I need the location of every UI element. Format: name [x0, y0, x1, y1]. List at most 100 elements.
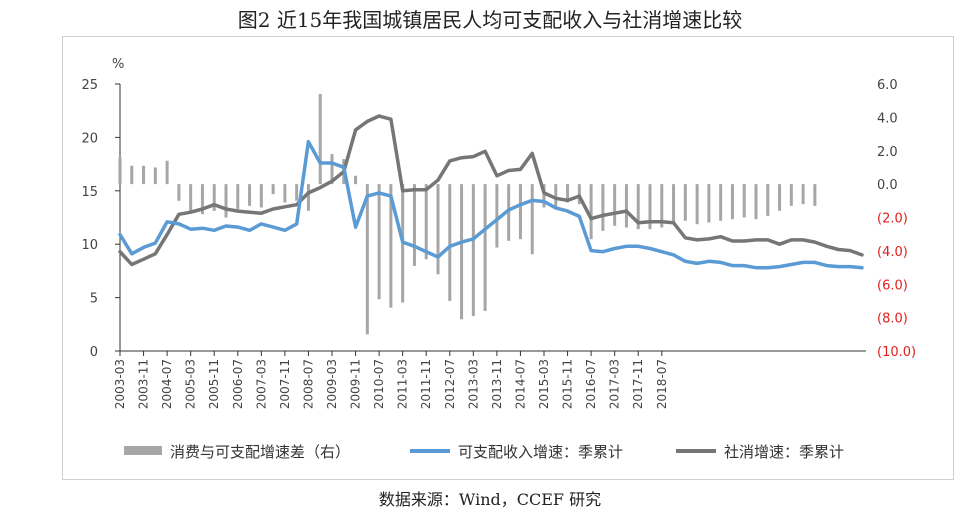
spread-bar	[577, 184, 581, 205]
x-axis-tick-label: 2017-03	[608, 359, 622, 409]
legend-retail-label: 社消增速：季累计	[724, 443, 844, 461]
spread-bar	[530, 184, 534, 255]
x-axis-tick-label: 2004-07	[160, 359, 174, 409]
spread-bar	[412, 184, 416, 266]
spread-bar	[778, 184, 782, 211]
spread-bar	[566, 184, 570, 203]
spread-bar	[518, 184, 522, 240]
spread-bar	[436, 184, 440, 275]
spread-bar	[648, 184, 652, 230]
left-axis-tick-label: 0	[90, 345, 98, 360]
spread-bar	[271, 184, 275, 195]
left-axis-unit: %	[112, 57, 124, 72]
left-axis-tick-label: 20	[81, 131, 98, 146]
retail-growth-line	[118, 114, 864, 267]
spread-bar	[495, 184, 499, 248]
spread-bar	[460, 184, 464, 320]
spread-bar	[377, 184, 381, 300]
spread-bar	[801, 184, 805, 205]
right-axis-tick-label: (4.0)	[877, 245, 908, 260]
right-axis-tick-label: 2.0	[877, 145, 898, 160]
x-axis-tick-label: 2003-11	[137, 359, 151, 409]
spread-bar	[754, 184, 758, 220]
right-axis-tick-label: (10.0)	[877, 345, 916, 360]
source-note: 数据来源：Wind，CCEF 研究	[378, 490, 602, 509]
x-axis-tick-label: 2015-11	[561, 359, 575, 409]
spread-bar	[613, 184, 617, 226]
spread-bar	[813, 184, 817, 206]
spread-bar	[742, 184, 746, 218]
x-axis-tick-label: 2017-11	[631, 359, 645, 409]
spread-bar	[730, 184, 734, 220]
right-axis-tick-label: (2.0)	[877, 212, 908, 227]
spread-bar	[683, 184, 687, 221]
right-axis-tick-label: 0.0	[877, 178, 898, 193]
legend-bar-label: 消费与可支配增速差（右）	[170, 443, 350, 461]
right-axis-tick-label: 4.0	[877, 111, 898, 126]
x-axis-tick-label: 2005-03	[184, 359, 198, 409]
spread-bar	[354, 175, 358, 185]
spread-bar	[624, 184, 628, 228]
spread-bar	[589, 184, 593, 240]
spread-bar	[719, 184, 723, 221]
spread-bar	[189, 184, 193, 211]
x-axis-tick-label: 2014-07	[513, 359, 527, 409]
x-axis-tick-label: 2007-11	[278, 359, 292, 409]
spread-bar	[789, 184, 793, 206]
x-axis-tick-label: 2011-11	[419, 359, 433, 409]
x-axis-tick-label: 2018-07	[655, 359, 669, 409]
spread-bar	[483, 184, 487, 311]
spread-bar	[507, 184, 511, 241]
spread-bar	[118, 157, 122, 185]
x-axis-tick-label: 2003-03	[113, 359, 127, 409]
x-axis-tick-label: 2016-07	[584, 359, 598, 409]
x-axis-tick-label: 2011-03	[396, 359, 410, 409]
right-y-axis: (10.0) (8.0) (6.0) (4.0) (2.0) 0.0 2.0 4.0 6.0	[877, 78, 916, 360]
spread-bar	[200, 184, 204, 215]
spread-bar	[660, 184, 664, 228]
spread-bar	[318, 94, 322, 185]
spread-bar	[636, 184, 640, 230]
spread-bar	[695, 184, 699, 225]
spread-bar	[424, 184, 428, 260]
spread-bar	[672, 184, 676, 225]
spread-bar	[707, 184, 711, 223]
spread-bar	[130, 165, 134, 185]
spread-bar	[259, 184, 263, 208]
spread-bar	[601, 184, 605, 231]
spread-bar	[471, 184, 475, 316]
x-axis-tick-label: 2007-03	[254, 359, 268, 409]
x-axis-tick-label: 2015-03	[537, 359, 551, 409]
spread-bar	[766, 184, 770, 216]
spread-bar	[165, 160, 169, 185]
spread-bar	[248, 184, 252, 206]
spread-bar	[236, 184, 240, 210]
spread-bar	[283, 184, 287, 203]
left-axis-tick-label: 10	[81, 238, 98, 253]
x-axis-tick-label: 2005-11	[207, 359, 221, 409]
chart-title: 图2 近15年我国城镇居民人均可支配收入与社消增速比较	[237, 8, 743, 32]
spread-bar	[177, 184, 181, 201]
spread-bar	[306, 184, 310, 211]
x-axis-tick-label: 2013-11	[490, 359, 504, 409]
legend-bar-swatch	[124, 446, 162, 455]
x-axis-tick-label: 2009-11	[349, 359, 363, 409]
chart-frame	[62, 36, 954, 480]
left-axis-tick-label: 25	[81, 78, 98, 93]
spread-bar	[542, 184, 546, 208]
spread-bar	[389, 184, 393, 308]
right-axis-tick-label: (6.0)	[877, 278, 908, 293]
right-axis-tick-label: (8.0)	[877, 312, 908, 327]
x-axis-tick-label: 2008-07	[301, 359, 315, 409]
left-axis-tick-label: 15	[81, 185, 98, 200]
x-axis-tick-label: 2010-07	[372, 359, 386, 409]
spread-bar	[212, 184, 216, 211]
spread-bar	[330, 154, 334, 185]
spread-bar	[224, 184, 228, 218]
right-axis-tick-label: 6.0	[877, 78, 898, 93]
spread-bar	[365, 184, 369, 335]
spread-bar	[142, 165, 146, 185]
x-axis-tick-label: 2013-03	[466, 359, 480, 409]
legend: 消费与可支配增速差（右） 可支配收入增速：季累计 社消增速：季累计	[124, 443, 844, 461]
